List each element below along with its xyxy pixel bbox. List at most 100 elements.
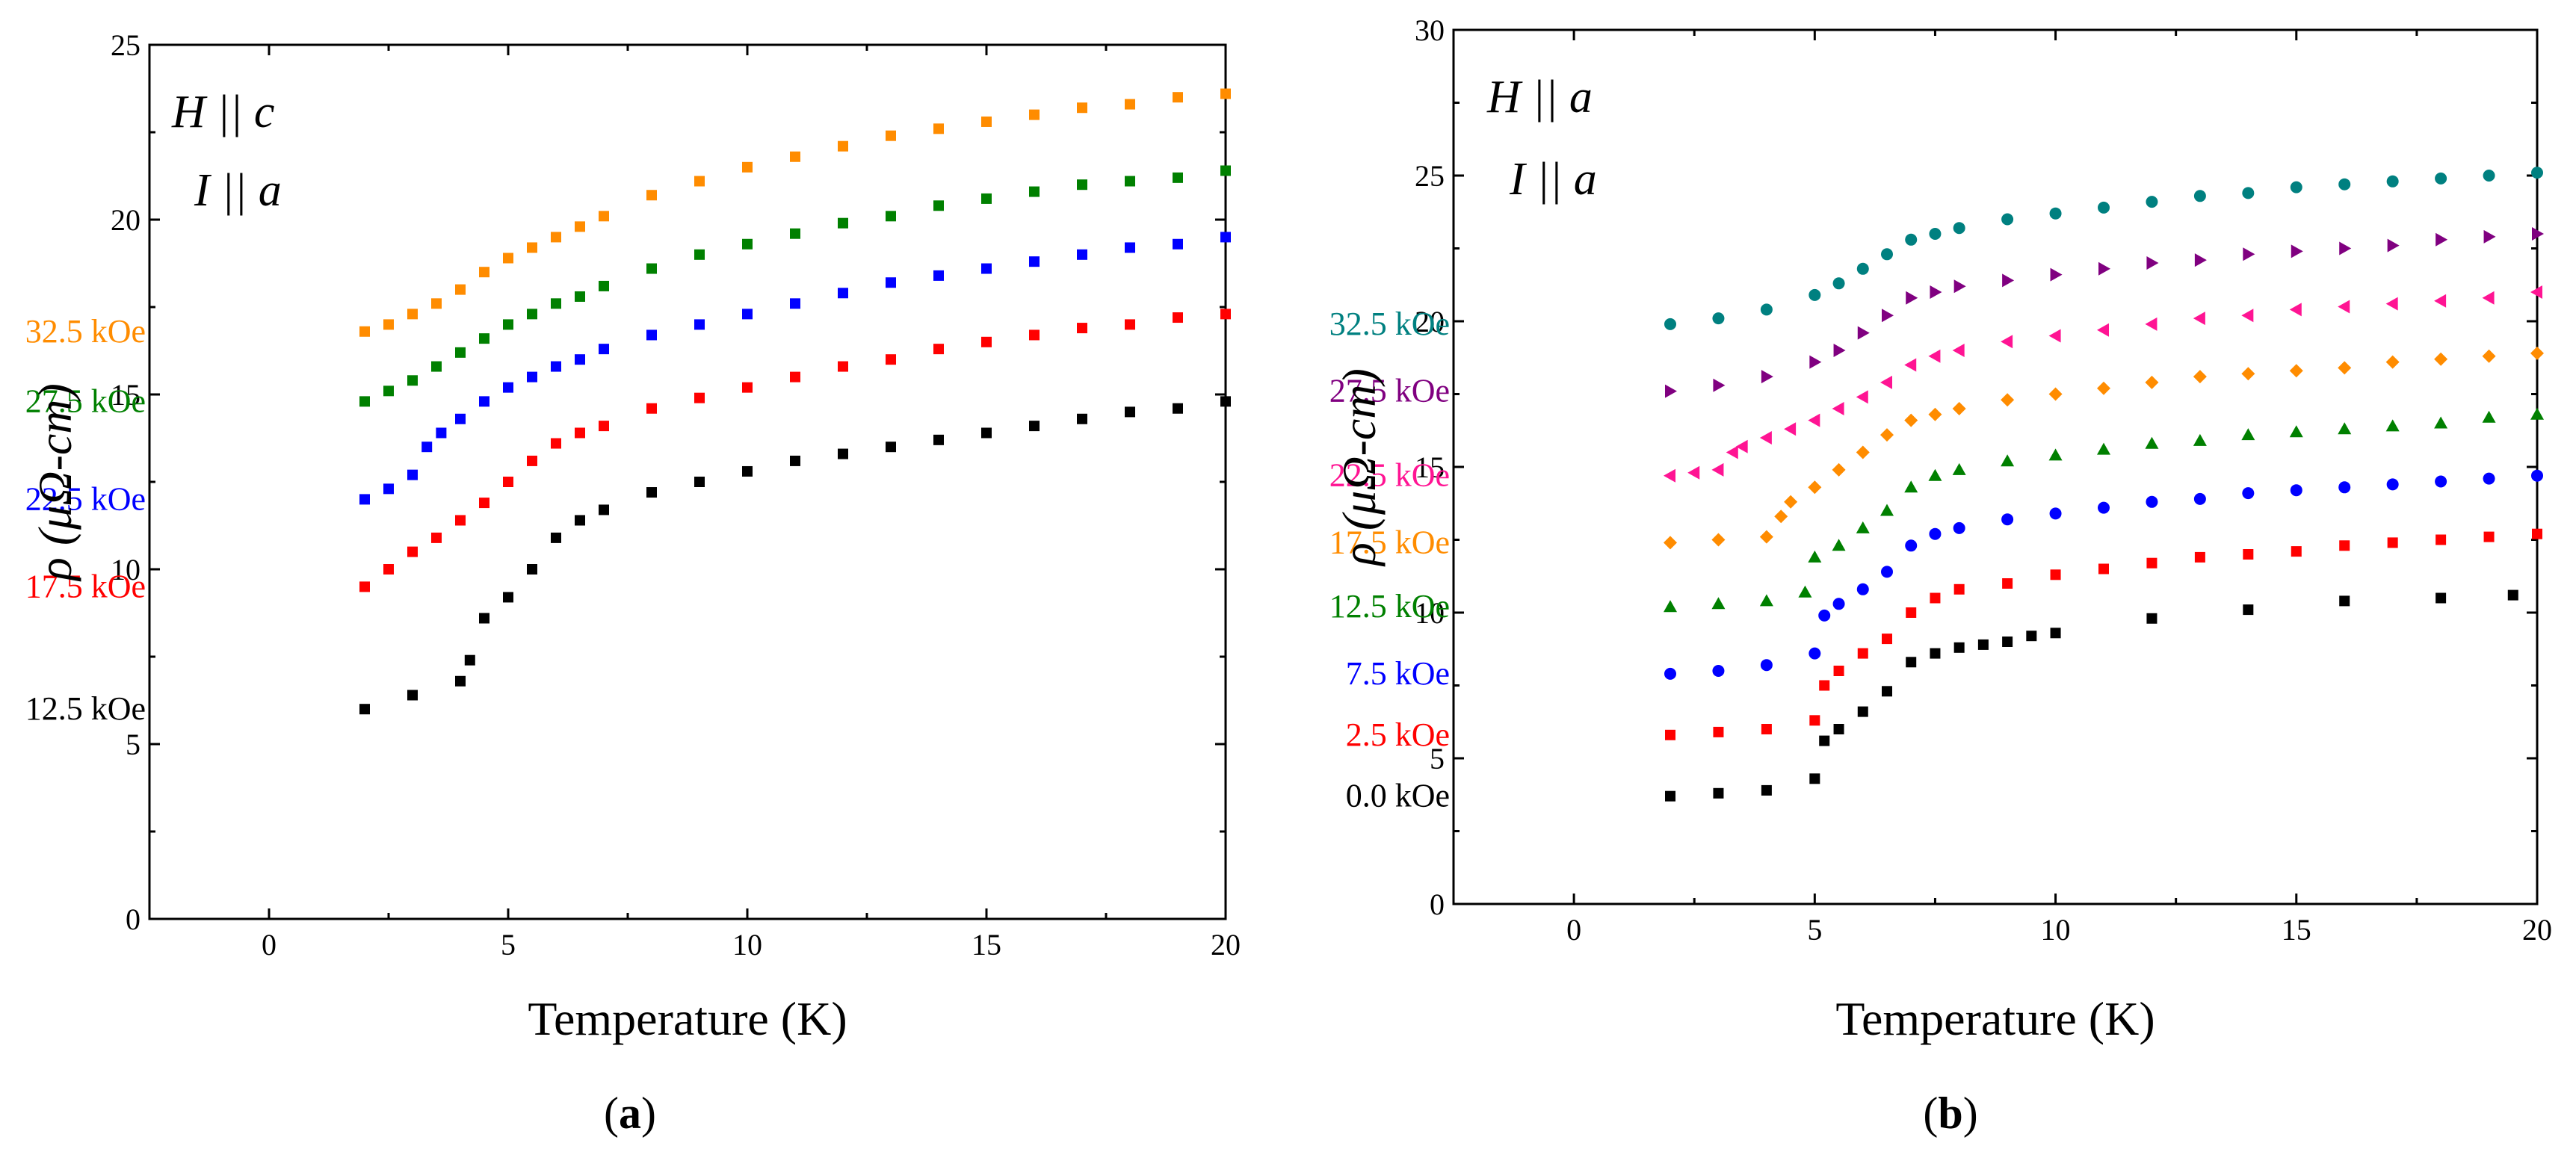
data-point: [527, 242, 537, 253]
data-point: [1077, 323, 1087, 334]
data-point: [1784, 495, 1798, 509]
data-point: [1952, 402, 1966, 415]
x-tick-label: 20: [2522, 913, 2552, 947]
series-32-5-koe: [1664, 167, 2543, 330]
data-point: [1125, 319, 1135, 330]
annotation-field-a: H || c: [171, 87, 274, 137]
data-point: [1906, 657, 1917, 668]
data-point: [1760, 303, 1773, 316]
data-point: [2097, 381, 2110, 395]
data-point: [2434, 352, 2448, 366]
data-point: [1077, 102, 1087, 114]
data-point: [886, 354, 896, 365]
data-point: [1819, 735, 1830, 746]
data-point: [646, 487, 657, 498]
data-point: [1818, 609, 1831, 622]
data-point: [1760, 659, 1773, 672]
data-point: [886, 130, 896, 141]
data-point: [2097, 442, 2110, 455]
data-point: [1664, 667, 1676, 680]
data-point: [2290, 181, 2302, 193]
data-point: [2098, 201, 2110, 214]
data-point: [1809, 715, 1820, 726]
data-point: [2290, 484, 2302, 497]
data-point: [1173, 92, 1183, 103]
data-point: [407, 375, 418, 386]
series-2-5-koe: [1665, 528, 2542, 740]
data-point: [1882, 634, 1892, 645]
data-point: [886, 211, 896, 222]
data-point: [1905, 539, 1918, 552]
data-point: [599, 504, 609, 515]
data-point: [2386, 478, 2399, 491]
data-point: [1930, 285, 1942, 299]
data-point: [1953, 279, 1966, 294]
data-point: [2339, 595, 2350, 607]
data-point: [2338, 361, 2352, 375]
data-point: [2001, 213, 2014, 226]
data-point: [1761, 784, 1772, 796]
data-point: [2049, 507, 2062, 520]
data-point: [1077, 413, 1087, 424]
data-point: [2050, 569, 2061, 580]
data-point: [1761, 370, 1773, 384]
data-point: [2097, 323, 2109, 337]
data-point: [742, 382, 753, 393]
data-point: [1711, 597, 1726, 610]
data-point: [479, 613, 489, 624]
data-point: [2434, 416, 2448, 429]
data-point: [455, 515, 466, 526]
data-point: [599, 344, 609, 355]
series-32-5-koe: [359, 88, 1231, 337]
data-point: [551, 438, 561, 449]
data-point: [1809, 355, 1822, 369]
data-point: [1726, 445, 1738, 459]
data-point: [2146, 495, 2158, 508]
data-point: [2049, 207, 2062, 220]
data-point: [1687, 465, 1700, 480]
data-point: [1953, 521, 1965, 534]
data-point: [1784, 422, 1797, 436]
data-point: [1029, 421, 1040, 432]
data-point: [2145, 317, 2158, 331]
data-point: [2193, 492, 2206, 505]
panel-a: 0 5 10 15 20 0 5 10 15 20 25 12.5 kOe 17.5 kOe 22.5 …: [25, 28, 1241, 1138]
data-point: [575, 354, 585, 365]
data-point: [1735, 439, 1748, 453]
data-point: [2531, 167, 2543, 179]
data-point: [646, 190, 657, 201]
data-point: [1881, 566, 1893, 578]
data-point: [2435, 475, 2447, 488]
data-point: [2145, 375, 2159, 389]
data-point: [421, 442, 433, 453]
data-point: [2241, 309, 2254, 323]
data-point: [1712, 665, 1725, 677]
data-point: [383, 319, 394, 330]
data-point: [646, 403, 657, 414]
data-point: [2436, 534, 2447, 545]
data-point: [527, 309, 537, 320]
data-point: [2146, 256, 2159, 270]
data-point: [2241, 428, 2255, 441]
data-point: [2338, 178, 2351, 191]
data-point: [503, 592, 513, 603]
data-a: [359, 88, 1231, 715]
data-point: [1856, 583, 1869, 595]
data-point: [359, 581, 370, 592]
data-point: [2242, 487, 2255, 500]
data-point: [1881, 248, 1893, 261]
data-point: [383, 385, 394, 397]
data-point: [575, 427, 585, 439]
plot-frame-a: [148, 43, 1227, 920]
series-7-5-koe: [1664, 469, 2543, 680]
data-point: [2387, 238, 2400, 253]
annotation-current-a: I || a: [194, 165, 282, 216]
data-point: [383, 564, 394, 575]
data-point: [1882, 686, 1892, 697]
data-point: [503, 382, 513, 393]
data-point: [1029, 109, 1040, 120]
data-point: [694, 249, 705, 260]
data-point: [575, 291, 585, 302]
data-point: [1077, 249, 1087, 260]
